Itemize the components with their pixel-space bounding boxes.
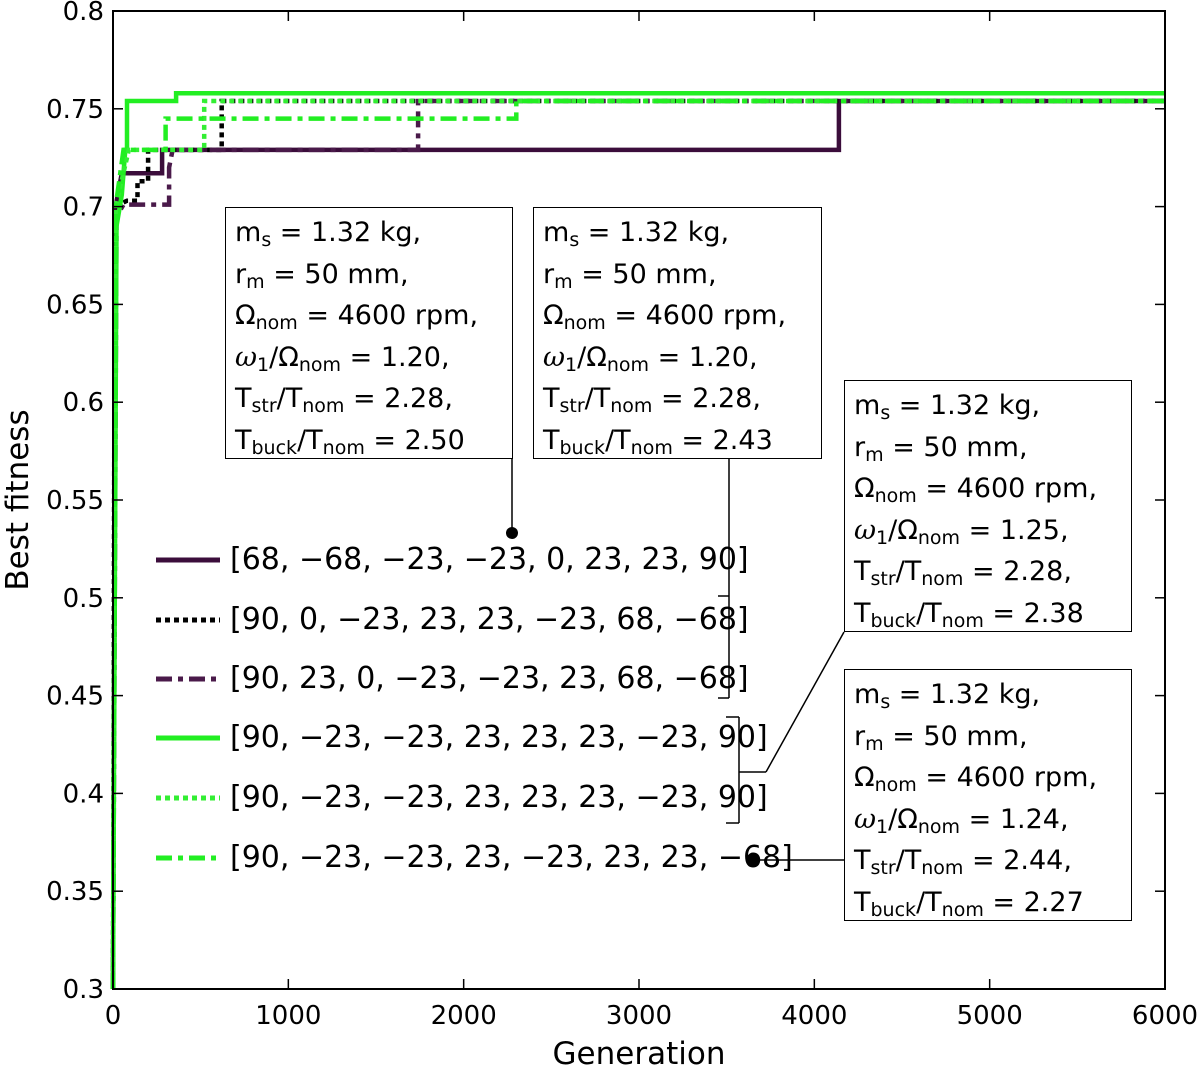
legend-entry-6: [90, −23, −23, 23, −23, 23, 23, −68]	[154, 838, 793, 898]
annotation-3-line-2: rm = 50 mm,	[854, 431, 1028, 466]
x-tick-label-3: 3000	[606, 1001, 672, 1031]
y-tick-label-10: 0.8	[63, 0, 104, 27]
annotation-1-line-3: Ωnom = 4600 rpm,	[235, 300, 479, 334]
legend-entry-2: [90, 0, −23, 23, 23, −23, 68, −68]	[154, 600, 754, 660]
x-tick-label-6: 6000	[1132, 1001, 1198, 1031]
x-tick-label-4: 4000	[781, 1001, 847, 1031]
y-axis-title: Best fitness	[0, 409, 36, 590]
annotation-1-line-4: ω1/Ωnom = 1.20,	[235, 341, 450, 376]
annotation-4-line-3: Ωnom = 4600 rpm,	[854, 762, 1098, 796]
series-layer	[110, 90, 1165, 990]
legend-label-5: [90, −23, −23, 23, 23, 23, −23, 90]	[230, 780, 768, 815]
legend-label-1: [68, −68, −23, −23, 0, 23, 23, 90]	[230, 542, 749, 577]
x-tick-label-2: 2000	[431, 1001, 497, 1031]
annotation-box-1: ms = 1.32 kg, rm = 50 mm, Ωnom = 4600 rp…	[225, 207, 513, 459]
annotation-box-4: ms = 1.32 kg, rm = 50 mm, Ωnom = 4600 rp…	[844, 669, 1132, 921]
legend-swatch-1	[156, 557, 220, 563]
y-tick-label-4: 0.5	[63, 584, 104, 614]
legend-label-3: [90, 23, 0, −23, −23, 23, 68, −68]	[230, 661, 749, 696]
annotation-4-line-1: ms = 1.32 kg,	[854, 679, 1041, 713]
annotation-4-line-2: rm = 50 mm,	[854, 720, 1028, 755]
y-tick-label-9: 0.75	[46, 95, 104, 125]
annotation-1-line-6: Tbuck/Tnom = 2.50	[235, 424, 465, 459]
annotation-2-line-6: Tbuck/Tnom = 2.43	[543, 424, 773, 459]
annotation-3-line-4: ω1/Ωnom = 1.25,	[854, 514, 1069, 549]
annotation-2-line-2: rm = 50 mm,	[543, 258, 717, 293]
legend-entry-1: [68, −68, −23, −23, 0, 23, 23, 90]	[154, 540, 754, 600]
annotation-3-line-1: ms = 1.32 kg,	[854, 390, 1041, 424]
y-tick-label-6: 0.6	[63, 388, 104, 418]
series-line-2	[110, 98, 1165, 990]
annotation-2-line-1: ms = 1.32 kg,	[543, 217, 730, 251]
annotation-box-2: ms = 1.32 kg, rm = 50 mm, Ωnom = 4600 rp…	[533, 207, 822, 459]
legend-swatch-2	[156, 617, 220, 623]
legend-label-6: [90, −23, −23, 23, −23, 23, 23, −68]	[230, 840, 793, 875]
annotation-3-line-3: Ωnom = 4600 rpm,	[854, 473, 1098, 507]
annotation-2-line-4: ω1/Ωnom = 1.20,	[543, 341, 758, 376]
annotation-4-line-6: Tbuck/Tnom = 2.27	[854, 886, 1084, 921]
ticks-layer: 0 1000 2000 3000 4000 5000 6000 0.3 0.35 0.4 0.45 0…	[46, 0, 1198, 1031]
y-tick-label-1: 0.35	[46, 877, 104, 907]
annotation-1-line-2: rm = 50 mm,	[235, 258, 409, 293]
legend-label-2: [90, 0, −23, 23, 23, −23, 68, −68]	[230, 602, 749, 637]
legend-entry-3: [90, 23, 0, −23, −23, 23, 68, −68]	[154, 659, 754, 719]
legend-entry-5: [90, −23, −23, 23, 23, 23, −23, 90]	[154, 778, 768, 838]
connector-layer	[506, 459, 845, 866]
legend-swatch-5	[156, 795, 220, 801]
annotation-3-line-5: Tstr/Tnom = 2.28,	[854, 556, 1072, 590]
y-tick-label-2: 0.4	[63, 779, 104, 809]
connector-1-dot	[506, 527, 518, 539]
annotation-4-line-4: ω1/Ωnom = 1.24,	[854, 803, 1069, 838]
y-tick-label-0: 0.3	[63, 975, 104, 1005]
annotation-1-line-5: Tstr/Tnom = 2.28,	[235, 383, 453, 417]
x-axis-title: Generation	[553, 1036, 726, 1069]
annotation-1-line-1: ms = 1.32 kg,	[235, 217, 422, 251]
legend-swatch-3	[156, 676, 220, 682]
connector-3	[765, 631, 845, 773]
annotation-2-line-5: Tstr/Tnom = 2.28,	[543, 383, 761, 417]
series-line-1	[110, 98, 1165, 990]
legend-label-4: [90, −23, −23, 23, 23, 23, −23, 90]	[230, 720, 768, 755]
y-tick-label-8: 0.7	[63, 193, 104, 223]
annotation-3-line-6: Tbuck/Tnom = 2.38	[854, 597, 1084, 632]
legend-entry-4: [90, −23, −23, 23, 23, 23, −23, 90]	[154, 718, 768, 778]
legend-swatch-6	[156, 855, 220, 861]
annotation-4-line-5: Tstr/Tnom = 2.44,	[854, 845, 1072, 879]
series-line-6	[110, 98, 1165, 990]
y-tick-label-7: 0.65	[46, 290, 104, 320]
y-tick-label-3: 0.45	[46, 682, 104, 712]
y-tick-label-5: 0.55	[46, 486, 104, 516]
legend-swatch-4	[156, 735, 220, 741]
annotation-2-line-3: Ωnom = 4600 rpm,	[543, 300, 787, 334]
x-tick-label-0: 0	[105, 1001, 122, 1031]
x-tick-label-1: 1000	[255, 1001, 321, 1031]
annotation-box-3: ms = 1.32 kg, rm = 50 mm, Ωnom = 4600 rp…	[844, 380, 1132, 632]
x-tick-label-5: 5000	[957, 1001, 1023, 1031]
